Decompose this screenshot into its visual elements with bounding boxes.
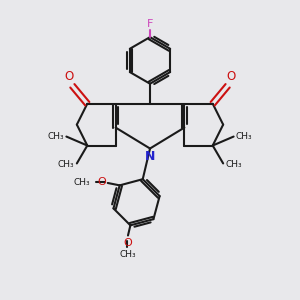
Text: CH₃: CH₃	[236, 132, 253, 141]
Text: O: O	[226, 70, 236, 83]
Text: CH₃: CH₃	[73, 178, 90, 187]
Text: O: O	[98, 177, 106, 188]
Text: N: N	[145, 150, 155, 163]
Text: CH₃: CH₃	[226, 160, 242, 169]
Text: O: O	[64, 70, 74, 83]
Text: F: F	[147, 19, 153, 29]
Text: O: O	[123, 238, 132, 248]
Text: CH₃: CH₃	[47, 132, 64, 141]
Text: CH₃: CH₃	[119, 250, 136, 259]
Text: CH₃: CH₃	[58, 160, 74, 169]
